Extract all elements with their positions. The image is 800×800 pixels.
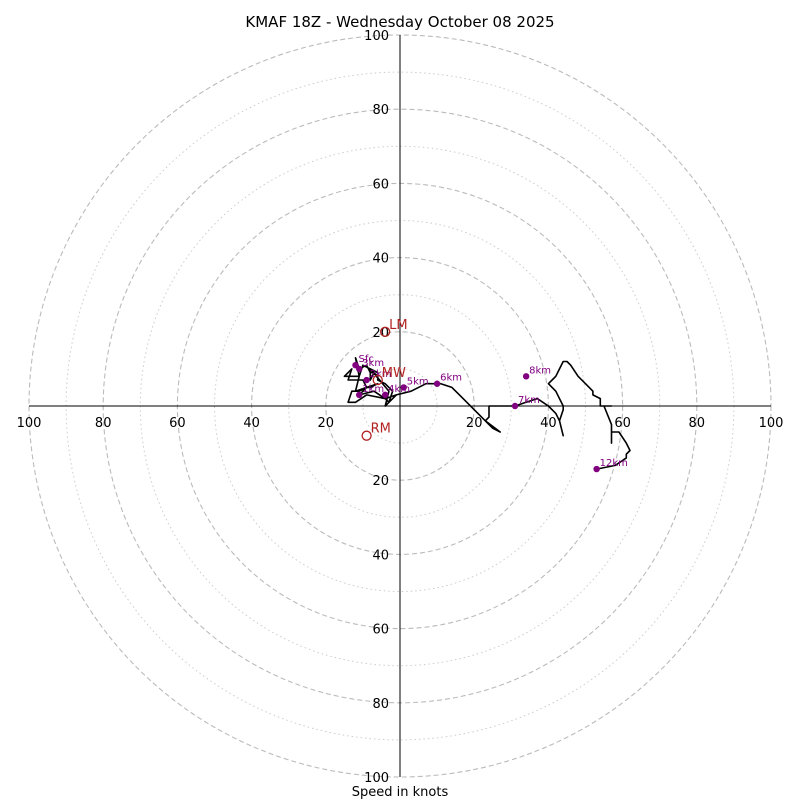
tick-north-40: 40 [372,252,389,267]
height-label-2km: 2km [370,369,392,380]
tick-south-100: 100 [364,771,389,786]
height-marker-6km [433,380,441,387]
height-marker-3km [355,365,363,373]
tick-north-60: 60 [372,177,389,192]
storm-motion-label-RM: RM [371,422,391,437]
height-label-8km: 8km [529,365,551,376]
height-label-7km: 7km [518,395,540,406]
storm-motion-label-LM: LM [389,318,407,333]
tick-south-60: 60 [372,623,389,638]
height-label-3km: 3km [362,358,384,369]
tick-east-100: 100 [759,416,784,431]
hodograph-trace [343,356,631,470]
tick-west-80: 80 [95,416,112,431]
height-marker-12km [593,465,600,473]
tick-west-100: 100 [17,416,42,431]
height-label-12km: 12km [600,458,628,469]
height-marker-1km [355,391,363,399]
tick-east-20: 20 [466,416,483,431]
tick-north-80: 80 [372,103,389,118]
tick-east-60: 60 [614,416,631,431]
tick-west-60: 60 [169,416,186,431]
height-label-1km: 1km [362,384,384,395]
storm-motion-markers: LM RM MW [361,318,408,441]
storm-motion-label-MW: MW [382,366,406,381]
tick-west-20: 20 [318,416,335,431]
storm-motion-marker-LM [380,326,391,337]
height-marker-5km [400,384,407,391]
height-marker-4km [381,391,389,399]
tick-east-80: 80 [689,416,706,431]
tick-west-40: 40 [243,416,260,431]
storm-motion-marker-RM [361,430,372,441]
height-label-6km: 6km [440,373,462,384]
storm-motion-marker-MW [372,374,383,386]
x-axis-label: Speed in knots [352,785,449,800]
height-label-Sfc: Sfc [358,354,373,365]
chart-title: KMAF 18Z - Wednesday October 08 2025 [245,13,554,31]
height-marker-8km [522,373,530,380]
tick-east-40: 40 [540,416,557,431]
axes [29,35,771,777]
height-marker-7km [511,402,519,410]
wind-trace [343,356,631,470]
tick-south-80: 80 [372,697,389,712]
tick-south-40: 40 [372,548,389,563]
tick-north-100: 100 [364,29,389,44]
tick-south-20: 20 [372,474,389,489]
tick-labels: 2020202040404040606060608080808010010010… [17,29,784,786]
height-label-5km: 5km [407,376,429,387]
height-label-4km: 4km [388,384,410,395]
height-marker-2km [363,376,370,384]
